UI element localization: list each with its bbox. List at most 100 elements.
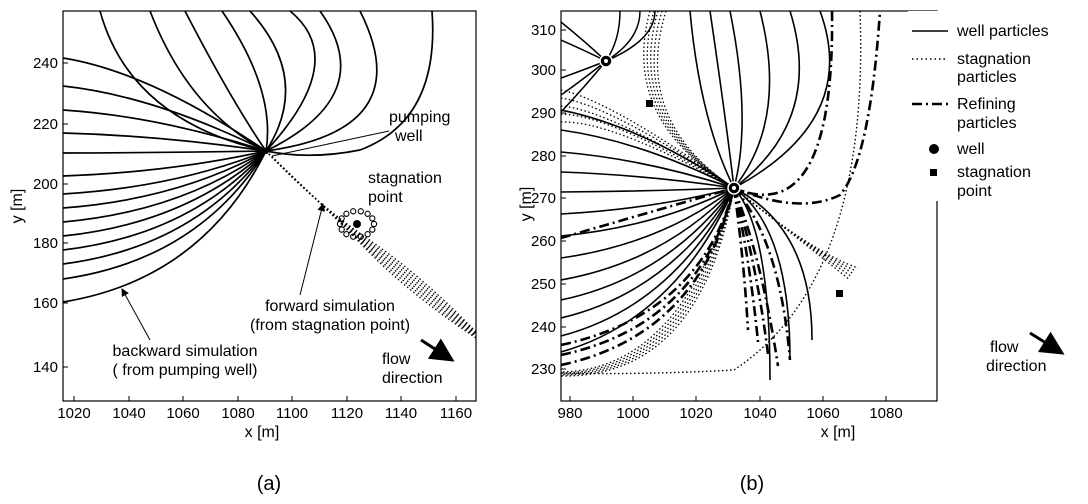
b-well-pathline xyxy=(729,11,743,189)
a-stagnation-particle xyxy=(343,210,350,217)
b-refining-pathline xyxy=(732,187,760,343)
b-well-pathline xyxy=(561,187,735,193)
legend-stagnation-point-marker xyxy=(930,169,937,176)
b-well-pathline xyxy=(561,187,735,319)
b-stagnation-pathline xyxy=(656,11,735,189)
b-well-pathline xyxy=(733,11,831,189)
b-label-flow: flow xyxy=(990,339,1019,356)
b-stagnation-pathline xyxy=(561,187,735,375)
b-refining-pathline xyxy=(732,187,750,331)
a-stagnation-pathline xyxy=(265,150,476,338)
a-label-backward-1: backward simulation xyxy=(113,343,258,360)
b-ytick-label: 300 xyxy=(531,62,556,79)
b-stagnation-pathline xyxy=(733,187,851,281)
b-xtick-label: 1000 xyxy=(616,405,649,422)
b-well-pathline xyxy=(733,187,791,361)
legend-stag-point-1: stagnation xyxy=(957,164,1031,181)
b-well-pathline xyxy=(733,11,801,189)
a-flow-direction-arrow xyxy=(420,338,455,362)
b-stagnation-pathline xyxy=(561,187,735,377)
a-stagnation-pathline xyxy=(265,150,476,334)
a-well-pathline xyxy=(63,150,267,303)
b-well-pathline xyxy=(561,187,735,337)
a-ytick-label: 200 xyxy=(33,176,58,193)
b-xtick-label: 1080 xyxy=(869,405,902,422)
a-well-pathline xyxy=(265,11,316,152)
panel-b-refining-pathlines xyxy=(561,11,882,367)
b-well-pathline xyxy=(561,187,735,301)
a-stagnation-particle xyxy=(338,226,345,233)
a-xtick-label: 1080 xyxy=(221,405,254,422)
b-refining-pathline xyxy=(561,186,735,240)
b-well-pathline xyxy=(561,171,735,189)
b-ytick-label: 270 xyxy=(531,190,556,207)
b-ytick-label: 260 xyxy=(531,233,556,250)
a-well-pathline xyxy=(149,11,267,152)
b-well-pathline xyxy=(689,11,735,189)
panel-b-caption: (b) xyxy=(740,473,764,495)
b-stagnation-pathline xyxy=(653,11,735,189)
a-label-backward-2: ( from pumping well) xyxy=(113,362,258,379)
a-xtick-label: 1020 xyxy=(57,405,90,422)
b-well-marker-center xyxy=(604,59,608,63)
a-stagnation-particle xyxy=(350,233,357,240)
legend-well-marker xyxy=(929,144,939,154)
panel-b-x-ticks: 980 1000 1020 1040 1060 1080 xyxy=(557,396,903,422)
a-ytick-label: 160 xyxy=(33,295,58,312)
legend-refining-2: particles xyxy=(957,115,1017,132)
a-backward-pointer xyxy=(121,288,151,341)
b-stagnation-pathline xyxy=(561,89,735,189)
legend-stag-point-2: point xyxy=(957,183,992,200)
legend-well: well xyxy=(956,141,985,158)
a-pumping-well-marker xyxy=(263,148,269,154)
b-stagnation-pathline xyxy=(733,187,859,269)
a-xtick-label: 1120 xyxy=(331,405,363,422)
legend-background xyxy=(908,11,1087,201)
legend-refining-1: Refining xyxy=(957,96,1016,113)
b-well-pathline xyxy=(561,187,735,281)
b-stagnation-pathline xyxy=(733,187,857,272)
a-label-pumping: pumping xyxy=(389,109,450,126)
a-stagnation-particle xyxy=(364,231,371,238)
a-stagnation-particle xyxy=(350,208,357,215)
a-well-pathline xyxy=(63,150,267,237)
a-xtick-label: 1100 xyxy=(276,405,308,422)
a-well-pathline xyxy=(63,150,267,177)
a-ytick-label: 140 xyxy=(33,359,58,376)
b-xtick-label: 1040 xyxy=(743,405,776,422)
a-well-pathline xyxy=(99,11,267,152)
panel-b-well-pathlines xyxy=(561,11,831,381)
panel-a-y-axis-label: y [m] xyxy=(9,189,26,224)
b-well-pathline xyxy=(733,11,771,189)
b-stagnation-pathline xyxy=(561,97,735,189)
panel-b: 980 1000 1020 1040 1060 1080 230 240 250… xyxy=(518,10,1087,495)
b-ytick-label: 250 xyxy=(531,276,556,293)
b-well-pathline xyxy=(561,151,735,189)
b-stagnation-pathline xyxy=(561,113,735,189)
b-stagnation-pathline xyxy=(561,11,862,375)
a-well-pathline xyxy=(63,109,267,152)
legend-stagnation-1: stagnation xyxy=(957,51,1031,68)
b-well-pathline xyxy=(561,60,607,96)
b-stagnation-point-marker xyxy=(646,100,653,107)
a-ytick-label: 220 xyxy=(33,116,58,133)
a-xtick-label: 1040 xyxy=(112,405,145,422)
b-xtick-label: 1020 xyxy=(679,405,712,422)
a-well-pathline xyxy=(63,150,267,154)
b-ytick-label: 280 xyxy=(531,148,556,165)
b-stagnation-pathline xyxy=(561,121,735,189)
b-well-pathline xyxy=(561,187,735,353)
b-stagnation-pathline xyxy=(646,11,735,189)
b-refining-pathline xyxy=(732,187,770,355)
b-stagnation-pathline xyxy=(561,105,735,189)
a-label-point: point xyxy=(368,189,403,206)
a-well-pathline xyxy=(265,11,342,152)
a-label-well: well xyxy=(394,128,423,145)
panel-a-stagnation-pathlines xyxy=(265,150,476,339)
panel-b-x-axis-label: x [m] xyxy=(821,424,856,441)
b-well-marker-center xyxy=(732,186,736,190)
panel-b-axes-frame xyxy=(560,10,938,402)
b-well-pathline xyxy=(561,187,735,259)
b-xtick-label: 980 xyxy=(557,405,582,422)
a-well-pathline xyxy=(221,11,269,152)
